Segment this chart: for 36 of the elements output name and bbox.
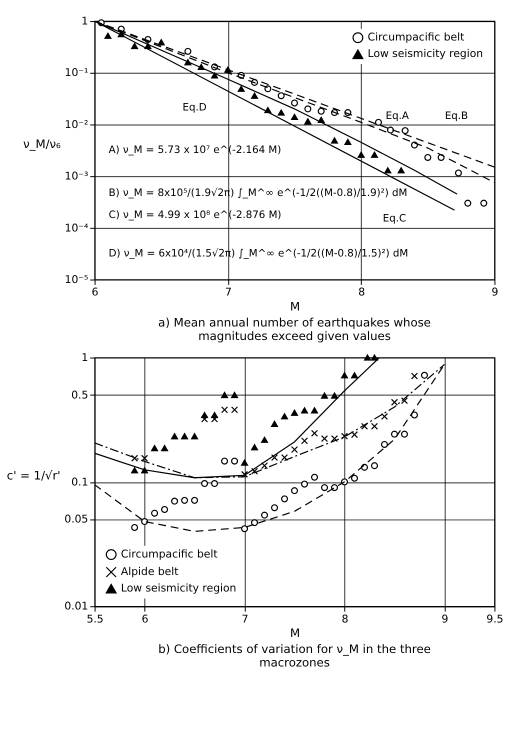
x-tick-label: 5.5: [86, 612, 104, 626]
legend-label: Low seismicity region: [120, 582, 236, 595]
text: a) Mean annual number of earthquakes whose magnitudes exceed given values: [158, 315, 431, 343]
annotation: Eq.A: [386, 110, 409, 122]
x-tick-label: 6: [92, 286, 99, 299]
x-tick-label: 9.5: [486, 612, 504, 626]
legend-label: Circumpacific belt: [368, 30, 464, 44]
y-tick-label: 1: [81, 350, 88, 364]
y-tick-label: 10⁻²: [64, 118, 88, 131]
y-tick-label: 0.01: [64, 600, 88, 613]
annotation: Eq.B: [444, 110, 468, 122]
y-tick-label: 0.5: [71, 388, 88, 402]
text: b) Coefficients of variation for ν_M in the three macrozones: [158, 642, 431, 670]
x-tick-label: 8: [358, 286, 366, 299]
legend-label: Circumpacific belt: [120, 547, 218, 560]
legend-label: Low seismicity region: [368, 47, 484, 60]
y-tick-label: 10⁻³: [64, 170, 88, 183]
annotation: Eq.C: [382, 212, 406, 225]
y-axis-title: c' = 1/√r': [6, 468, 60, 482]
x-tick-label: 6: [142, 612, 149, 626]
x-tick-label: 7: [224, 286, 232, 299]
y-axis-title: ν_M/ν₆: [23, 136, 62, 151]
annotation: Eq.D: [182, 102, 207, 114]
y-tick-label: 0.05: [64, 512, 88, 526]
x-axis-title: M: [290, 626, 300, 640]
x-tick-label: 7: [242, 612, 248, 626]
y-tick-label: 0.1: [71, 475, 88, 488]
x-axis-title: M: [290, 299, 300, 314]
y-tick-label: 10⁻¹: [64, 66, 88, 80]
x-tick-label: 9: [492, 286, 499, 299]
y-tick-label: 1: [81, 14, 88, 28]
legend-label: Alpide belt: [120, 565, 178, 578]
y-tick-label: 10⁻⁵: [64, 272, 88, 286]
x-tick-label: 8: [342, 612, 349, 626]
x-tick-label: 9: [442, 612, 449, 626]
y-tick-label: 10⁻⁴: [64, 221, 88, 234]
